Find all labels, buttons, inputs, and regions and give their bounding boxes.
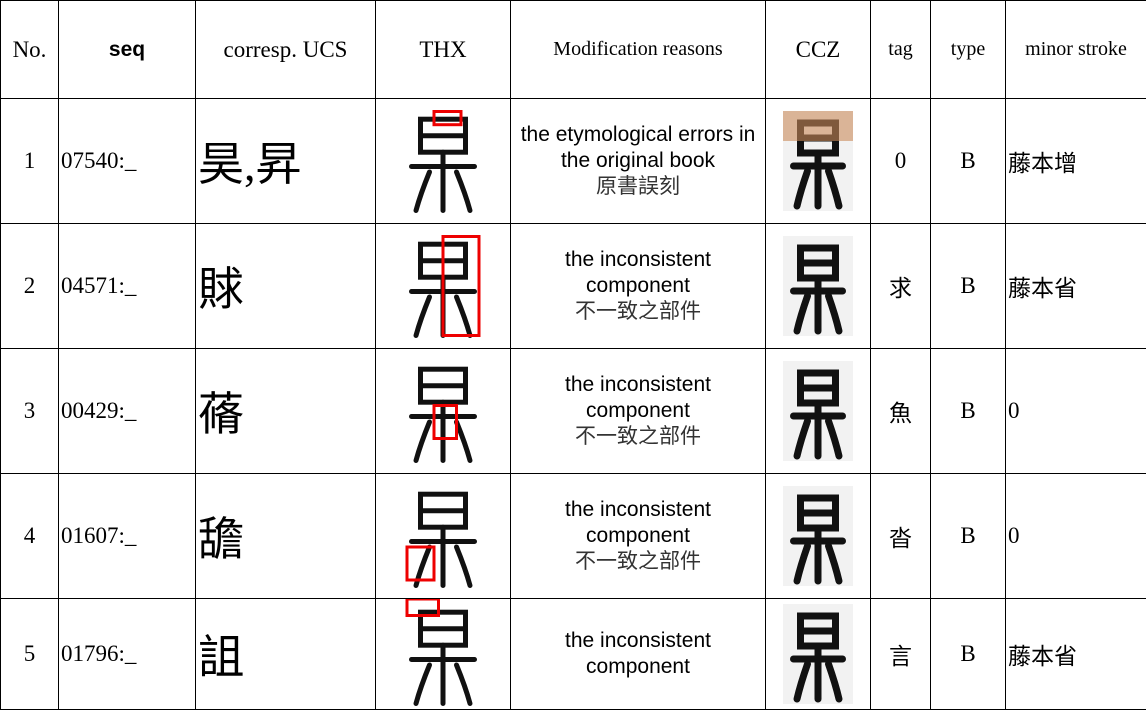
type-cell: B bbox=[931, 474, 1006, 599]
tag-cell: 言 bbox=[871, 599, 931, 710]
reason-en: the inconsistent component bbox=[513, 497, 763, 549]
thx-image bbox=[398, 356, 488, 466]
seq-cell: 00429:_ bbox=[59, 349, 196, 474]
header-cell: tag bbox=[871, 1, 931, 99]
minor-cell: 藤本省 bbox=[1006, 224, 1146, 349]
ccz-cell bbox=[766, 224, 871, 349]
row-number: 4 bbox=[1, 474, 59, 599]
thx-image bbox=[398, 481, 488, 591]
tag-cell: 魚 bbox=[871, 349, 931, 474]
minor-cell: 藤本增 bbox=[1006, 99, 1146, 224]
type-cell: B bbox=[931, 224, 1006, 349]
row-number: 1 bbox=[1, 99, 59, 224]
reason-zh: 不一致之部件 bbox=[513, 424, 763, 450]
ucs-cell: 賕 bbox=[196, 224, 376, 349]
row-number: 3 bbox=[1, 349, 59, 474]
thx-cell bbox=[376, 224, 511, 349]
reason-en: the etymological errors in the original … bbox=[513, 122, 763, 174]
seq-cell: 01796:_ bbox=[59, 599, 196, 710]
header-cell: THX bbox=[376, 1, 511, 99]
ucs-cell: 蓨 bbox=[196, 349, 376, 474]
header-cell: corresp. UCS bbox=[196, 1, 376, 99]
tag-cell: 求 bbox=[871, 224, 931, 349]
row-number: 5 bbox=[1, 599, 59, 710]
seq-cell: 01607:_ bbox=[59, 474, 196, 599]
reason-en: the inconsistent component bbox=[513, 247, 763, 299]
ucs-cell: 昊,昇 bbox=[196, 99, 376, 224]
ucs-cell: 詛 bbox=[196, 599, 376, 710]
header-cell: Modification reasons bbox=[511, 1, 766, 99]
header-cell: minor stroke bbox=[1006, 1, 1146, 99]
tag-cell: 沓 bbox=[871, 474, 931, 599]
ccz-cell bbox=[766, 599, 871, 710]
ccz-image bbox=[783, 486, 853, 586]
minor-cell: 藤本省 bbox=[1006, 599, 1146, 710]
ccz-image bbox=[783, 111, 853, 211]
minor-cell: 0 bbox=[1006, 474, 1146, 599]
thx-image bbox=[398, 106, 488, 216]
header-cell: No. bbox=[1, 1, 59, 99]
reason-en: the inconsistent component bbox=[513, 628, 763, 680]
ccz-image bbox=[783, 361, 853, 461]
thx-cell bbox=[376, 99, 511, 224]
tag-cell: 0 bbox=[871, 99, 931, 224]
ucs-cell: 舚 bbox=[196, 474, 376, 599]
reason-en: the inconsistent component bbox=[513, 372, 763, 424]
thx-image bbox=[398, 231, 488, 341]
reason-zh: 原書誤刻 bbox=[513, 174, 763, 200]
thx-image bbox=[398, 599, 488, 709]
thx-cell bbox=[376, 474, 511, 599]
reason-cell: the inconsistent component bbox=[511, 599, 766, 710]
seq-cell: 07540:_ bbox=[59, 99, 196, 224]
header-cell: seq bbox=[59, 1, 196, 99]
ccz-cell bbox=[766, 474, 871, 599]
thx-cell bbox=[376, 599, 511, 710]
ccz-cell bbox=[766, 99, 871, 224]
type-cell: B bbox=[931, 99, 1006, 224]
header-cell: type bbox=[931, 1, 1006, 99]
minor-cell: 0 bbox=[1006, 349, 1146, 474]
ccz-image bbox=[783, 236, 853, 336]
reason-zh: 不一致之部件 bbox=[513, 299, 763, 325]
reason-cell: the etymological errors in the original … bbox=[511, 99, 766, 224]
thx-cell bbox=[376, 349, 511, 474]
header-cell: CCZ bbox=[766, 1, 871, 99]
type-cell: B bbox=[931, 599, 1006, 710]
type-cell: B bbox=[931, 349, 1006, 474]
row-number: 2 bbox=[1, 224, 59, 349]
reason-zh: 不一致之部件 bbox=[513, 549, 763, 575]
seq-cell: 04571:_ bbox=[59, 224, 196, 349]
ccz-image bbox=[783, 604, 853, 704]
ccz-cell bbox=[766, 349, 871, 474]
